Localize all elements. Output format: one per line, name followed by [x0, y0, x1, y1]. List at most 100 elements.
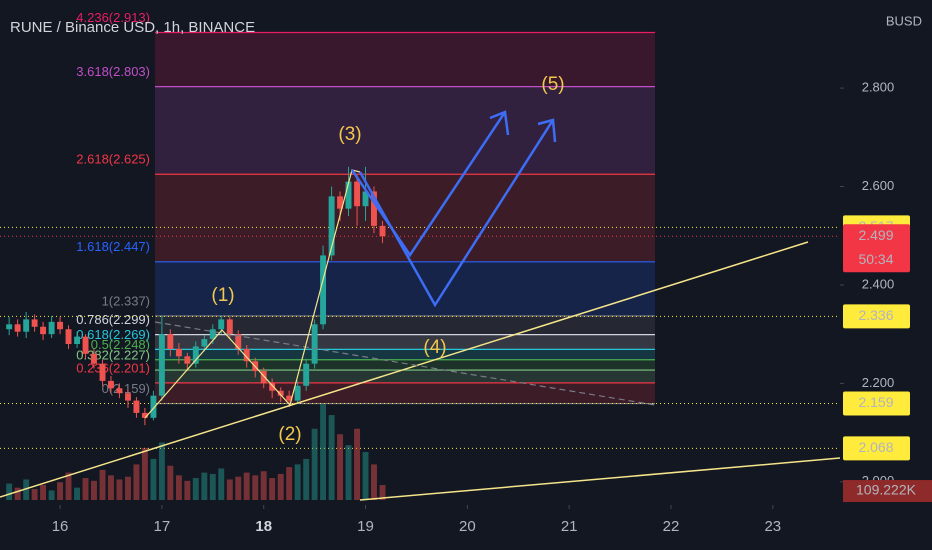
volume-bar — [252, 475, 259, 500]
volume-bar — [269, 478, 276, 500]
wave-label: (2) — [278, 424, 301, 445]
candle-body — [57, 321, 64, 330]
volume-bar — [40, 484, 47, 500]
arrow-head — [489, 110, 510, 136]
volume-bar — [74, 487, 81, 500]
volume-label: 109.222K — [856, 482, 917, 498]
candles — [6, 166, 386, 500]
candle-body — [303, 363, 310, 386]
fib-label: 4.236(2.913) — [76, 10, 150, 25]
fib-band — [155, 32, 655, 87]
candle-body — [286, 395, 293, 401]
fib-label: 2.618(2.625) — [76, 152, 150, 167]
fib-band — [155, 349, 655, 360]
volume-bar — [294, 464, 301, 500]
candle-body — [345, 181, 352, 209]
volume-bar — [133, 464, 140, 500]
candle-body — [108, 380, 114, 389]
candle-body — [201, 339, 208, 347]
volume-bar — [125, 476, 131, 500]
projection-arrow — [358, 119, 555, 308]
volume-bar — [209, 473, 216, 500]
wave-line — [144, 169, 361, 419]
candle-body — [82, 336, 89, 354]
candle-body — [337, 196, 344, 209]
volume-bar — [218, 468, 225, 500]
volume-bar — [175, 475, 182, 500]
volume-bar — [337, 434, 344, 500]
price-label-box — [843, 224, 910, 273]
volume-bar — [192, 478, 199, 500]
candle-body — [31, 319, 38, 327]
fib-band — [155, 86, 655, 175]
volume-bar — [345, 445, 352, 500]
volume-bar — [243, 472, 250, 500]
x-tick-label: 23 — [764, 518, 781, 535]
candle-body — [311, 324, 318, 364]
fib-band — [155, 334, 655, 350]
x-tick-label: 19 — [357, 518, 374, 535]
volume-bar — [184, 480, 191, 500]
trend-line — [0, 241, 809, 498]
volume-bar — [48, 490, 55, 500]
volume-bar — [108, 475, 114, 500]
y-tick-label: 2.400 — [862, 276, 895, 291]
trend-line — [359, 457, 841, 501]
candle-body — [48, 321, 55, 335]
fib-band — [155, 359, 655, 371]
volume-bar — [167, 465, 174, 500]
candle-body — [243, 348, 250, 362]
volume-bar — [260, 471, 267, 500]
volume-bar — [14, 487, 21, 500]
dashed-line — [154, 321, 656, 406]
volume-bar — [91, 480, 97, 500]
candle-body — [379, 225, 386, 237]
candle-body — [6, 324, 13, 330]
x-tick-label: 18 — [255, 518, 272, 535]
candle-body — [141, 412, 148, 418]
wave-label: (4) — [423, 337, 446, 358]
candle-body — [362, 191, 369, 207]
x-tick-label: 17 — [154, 518, 171, 535]
volume-label-box — [843, 480, 932, 503]
candle-body — [65, 329, 72, 344]
fib-label: 1.618(2.447) — [76, 239, 150, 254]
price-label: 2.499 — [858, 227, 893, 243]
candle-body — [23, 319, 30, 332]
candle-body — [328, 196, 335, 256]
candle-body — [150, 395, 157, 418]
candle-body — [74, 336, 81, 344]
volume-bar — [23, 479, 30, 500]
candle-body — [192, 346, 199, 364]
volume-bar — [6, 483, 13, 500]
fibonacci-extension: 4.236(2.913) 3.618(2.803) 2.618(2.625) 1.61… — [0, 10, 840, 449]
candle-body — [294, 385, 301, 401]
fib-label: 0.618(2.269) — [76, 327, 150, 342]
projection-arrow — [350, 111, 507, 258]
fib-label: 0.236(2.201) — [76, 360, 150, 375]
x-tick-label: 21 — [561, 518, 578, 535]
y-tick-label: 2.800 — [862, 80, 895, 95]
drawings — [0, 110, 841, 501]
axes: 2.0002.2002.4002.6002.8002.5172.49950:34… — [52, 0, 932, 550]
volume-bar — [150, 458, 157, 500]
x-tick-label: 20 — [459, 518, 476, 535]
fib-label: 0.786(2.299) — [76, 312, 150, 327]
price-label-box — [843, 436, 910, 461]
currency-label: BUSD — [886, 13, 922, 28]
volume-bar — [82, 478, 89, 500]
volume-bar — [158, 442, 165, 500]
x-tick-label: 16 — [52, 518, 69, 535]
candle-body — [99, 363, 106, 381]
x-tick-label: 22 — [663, 518, 680, 535]
fib-band — [155, 370, 655, 383]
candle-body — [218, 319, 225, 330]
candle-body — [235, 334, 242, 349]
wave-label: (5) — [541, 74, 564, 95]
volume-bar — [320, 404, 327, 500]
volume-bar — [354, 428, 361, 500]
candle-body — [116, 388, 123, 394]
time-axis — [0, 505, 840, 550]
chart-title: RUNE / Binance USD, 1h, BINANCE — [10, 19, 255, 36]
